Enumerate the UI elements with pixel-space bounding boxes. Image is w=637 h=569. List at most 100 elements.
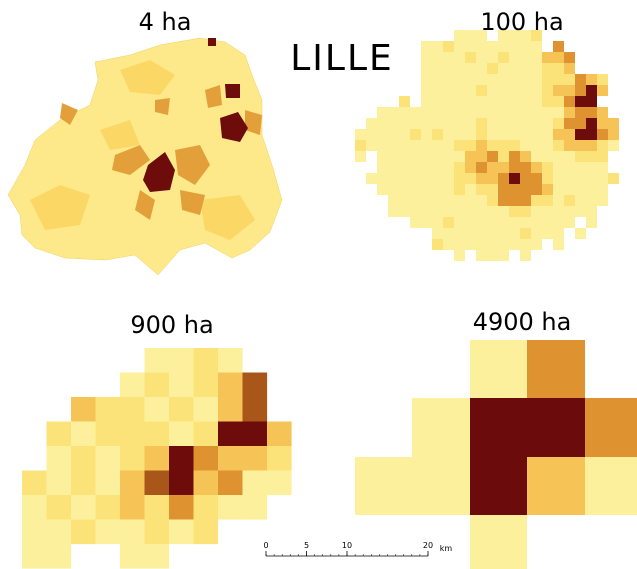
cell bbox=[520, 195, 531, 206]
cell bbox=[542, 74, 553, 85]
cell bbox=[531, 129, 542, 140]
cell bbox=[520, 41, 531, 52]
cell bbox=[399, 96, 410, 107]
cell bbox=[421, 129, 432, 140]
cell bbox=[366, 118, 377, 129]
cell bbox=[443, 239, 454, 250]
cell bbox=[432, 228, 443, 239]
cell bbox=[476, 173, 487, 184]
cell bbox=[144, 495, 170, 520]
cell bbox=[454, 140, 465, 151]
cell bbox=[399, 140, 410, 151]
scale-bar: 0 5 10 20 km bbox=[263, 541, 452, 557]
cell bbox=[520, 74, 531, 85]
cell bbox=[242, 397, 268, 422]
cell bbox=[531, 63, 542, 74]
cell bbox=[509, 184, 520, 195]
cell bbox=[218, 397, 243, 422]
cell bbox=[454, 85, 465, 96]
cell bbox=[46, 446, 72, 471]
cell bbox=[454, 184, 465, 195]
cell bbox=[454, 30, 465, 41]
cell bbox=[509, 96, 520, 107]
cell bbox=[531, 107, 542, 118]
cell bbox=[575, 206, 586, 217]
cell bbox=[454, 151, 465, 162]
cell bbox=[553, 162, 564, 173]
cell bbox=[443, 162, 454, 173]
cell bbox=[476, 30, 487, 41]
cell bbox=[465, 52, 476, 63]
cell bbox=[509, 107, 520, 118]
cell bbox=[498, 41, 509, 52]
cell bbox=[487, 107, 498, 118]
cell bbox=[575, 140, 586, 151]
cell bbox=[564, 74, 575, 85]
cell bbox=[608, 173, 619, 184]
cell bbox=[542, 96, 553, 107]
cell bbox=[542, 85, 553, 96]
cell bbox=[421, 41, 432, 52]
cell bbox=[542, 195, 553, 206]
cell bbox=[542, 228, 553, 239]
cell bbox=[531, 239, 542, 250]
cell bbox=[465, 217, 476, 228]
cell bbox=[465, 107, 476, 118]
cell bbox=[553, 217, 564, 228]
cell bbox=[465, 173, 476, 184]
cell bbox=[597, 151, 608, 162]
cell bbox=[465, 74, 476, 85]
cell bbox=[542, 107, 553, 118]
cell bbox=[608, 118, 619, 129]
cell bbox=[509, 118, 520, 129]
cell bbox=[527, 457, 585, 515]
cell bbox=[487, 96, 498, 107]
cell bbox=[377, 162, 388, 173]
cell bbox=[597, 85, 608, 96]
cell bbox=[95, 446, 121, 471]
cell bbox=[553, 96, 564, 107]
cell bbox=[553, 118, 564, 129]
cell bbox=[542, 162, 553, 173]
cell bbox=[531, 52, 542, 63]
cell bbox=[410, 107, 421, 118]
cell bbox=[267, 446, 292, 471]
cell bbox=[553, 195, 564, 206]
scale-label: 10 bbox=[342, 541, 352, 550]
cell bbox=[509, 195, 520, 206]
cell bbox=[432, 140, 443, 151]
cell bbox=[144, 348, 170, 373]
cell bbox=[377, 118, 388, 129]
cell bbox=[120, 519, 145, 545]
cell bbox=[470, 515, 527, 569]
cell bbox=[498, 184, 509, 195]
cell bbox=[193, 421, 219, 447]
cell bbox=[355, 129, 366, 140]
cell bbox=[193, 372, 219, 398]
cell bbox=[421, 52, 432, 63]
cell bbox=[432, 107, 443, 118]
cell bbox=[498, 239, 509, 250]
cell bbox=[410, 151, 421, 162]
cell bbox=[509, 30, 520, 41]
cell bbox=[520, 184, 531, 195]
cell bbox=[498, 52, 509, 63]
cell bbox=[498, 85, 509, 96]
cell bbox=[465, 195, 476, 206]
cell bbox=[242, 372, 268, 398]
cell bbox=[218, 348, 243, 373]
cell bbox=[476, 217, 487, 228]
cell bbox=[509, 129, 520, 140]
cell bbox=[542, 206, 553, 217]
cell bbox=[509, 228, 520, 239]
orange-patches bbox=[60, 85, 262, 220]
cell bbox=[498, 140, 509, 151]
cell bbox=[509, 173, 520, 184]
cell bbox=[575, 129, 586, 140]
cell bbox=[465, 96, 476, 107]
cell bbox=[586, 206, 597, 217]
cell bbox=[421, 151, 432, 162]
cell bbox=[71, 495, 96, 520]
cell bbox=[71, 470, 96, 496]
cell bbox=[377, 107, 388, 118]
